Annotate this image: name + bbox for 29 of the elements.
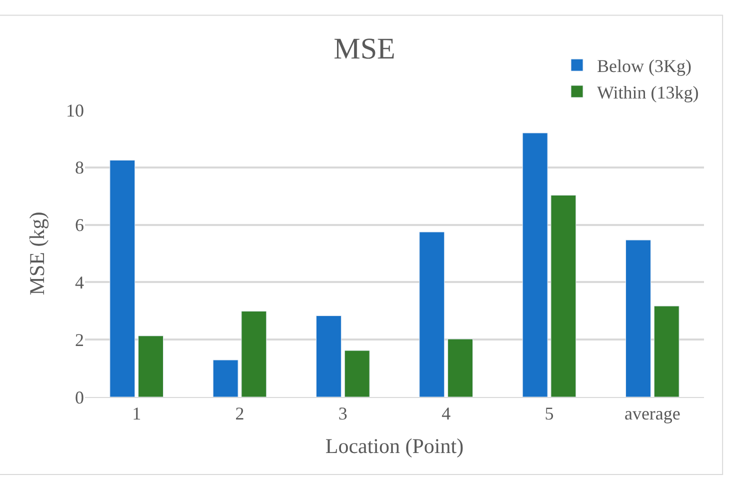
legend-label: Below (3Kg) (597, 56, 692, 76)
legend-label: Within (13kg) (597, 82, 699, 102)
y-axis-title: MSE (kg) (25, 212, 50, 296)
y-tick-label: 6 (75, 215, 84, 236)
x-tick-label: 1 (132, 404, 142, 424)
x-axis-title: Location (Point) (325, 434, 464, 458)
x-tick-label: 2 (235, 404, 244, 424)
bar (316, 316, 342, 397)
bar (138, 336, 164, 397)
bar (522, 132, 548, 397)
bar (550, 194, 576, 397)
chart-title: MSE (334, 32, 396, 66)
bar (626, 240, 651, 397)
bar (241, 310, 267, 397)
bar (448, 338, 473, 397)
x-tick-label: average (624, 404, 680, 424)
y-tick-label: 4 (75, 272, 84, 292)
bar (110, 160, 136, 397)
bar (212, 360, 238, 397)
bar (419, 232, 445, 397)
y-tick-label: 8 (75, 158, 84, 178)
y-tick-label: 0 (75, 387, 84, 408)
y-tick-label: 2 (75, 330, 84, 350)
y-tick-label: 10 (66, 100, 84, 120)
bar (654, 306, 680, 397)
x-tick-label: 5 (544, 404, 554, 424)
x-tick-label: 4 (442, 404, 451, 424)
x-tick-label: 3 (338, 404, 348, 424)
bar (344, 350, 370, 397)
